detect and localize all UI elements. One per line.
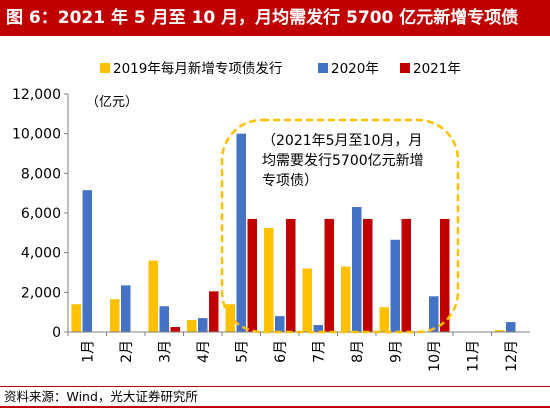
bar bbox=[506, 322, 516, 332]
bar bbox=[495, 330, 505, 332]
bar bbox=[209, 291, 219, 332]
bar bbox=[170, 327, 180, 332]
x-tick-label: 6月 bbox=[273, 340, 289, 363]
bar bbox=[341, 266, 351, 332]
x-tick-label: 4月 bbox=[196, 340, 212, 363]
x-tick-label: 1月 bbox=[80, 340, 96, 363]
bar bbox=[225, 304, 235, 332]
bar bbox=[302, 268, 312, 332]
legend-swatch bbox=[318, 63, 328, 73]
x-tick-label: 3月 bbox=[157, 340, 173, 363]
x-tick-label: 8月 bbox=[350, 340, 366, 363]
x-tick-label: 7月 bbox=[311, 340, 327, 363]
x-tick-label: 12月 bbox=[504, 340, 520, 372]
bar bbox=[324, 218, 334, 332]
bar bbox=[159, 306, 169, 332]
bar bbox=[198, 318, 208, 332]
bottom-rule bbox=[0, 406, 550, 408]
x-tick-label: 11月 bbox=[465, 340, 481, 372]
x-tick-label: 10月 bbox=[427, 340, 443, 372]
chart: 2019年每月新增专项债发行 2020年 2021年 0 2,000 4,000 6,00… bbox=[12, 61, 530, 372]
legend-label: 2020年 bbox=[331, 61, 379, 77]
bar bbox=[247, 218, 257, 332]
callout-line: （2021年5月至10月，月 bbox=[262, 133, 422, 149]
callout-line: 专项债） bbox=[262, 173, 318, 189]
y-tick-label: 4,000 bbox=[21, 246, 61, 262]
bar bbox=[82, 190, 92, 332]
bar bbox=[313, 325, 323, 332]
bar bbox=[379, 307, 389, 332]
x-tick-label: 9月 bbox=[388, 340, 404, 363]
bar bbox=[440, 218, 450, 332]
bar bbox=[264, 227, 274, 332]
bar bbox=[148, 260, 158, 332]
x-axis: 1月 2月 3月 4月 5月 6月 7月 8月 9月 10月 11月 12月 bbox=[67, 331, 530, 372]
bars bbox=[71, 133, 516, 332]
bar bbox=[429, 296, 439, 332]
legend: 2019年每月新增专项债发行 2020年 2021年 bbox=[100, 61, 461, 77]
legend-label: 2019年每月新增专项债发行 bbox=[113, 61, 282, 77]
y-tick-label: 6,000 bbox=[21, 206, 61, 222]
callout-box bbox=[220, 118, 460, 334]
legend-swatch bbox=[100, 63, 110, 73]
bar bbox=[286, 218, 296, 332]
x-tick-label: 5月 bbox=[234, 340, 250, 363]
bar bbox=[390, 239, 400, 332]
legend-label: 2021年 bbox=[413, 61, 461, 77]
y-tick-label: 12,000 bbox=[12, 87, 61, 103]
bar bbox=[352, 207, 362, 332]
legend-swatch bbox=[400, 63, 410, 73]
y-tick-label: 2,000 bbox=[21, 285, 61, 301]
y-tick-label: 10,000 bbox=[12, 127, 61, 143]
y-tick-label: 0 bbox=[52, 325, 61, 341]
bar bbox=[110, 299, 120, 332]
bar bbox=[275, 316, 285, 332]
x-tick-label: 2月 bbox=[119, 340, 135, 363]
bar bbox=[363, 218, 373, 332]
bar bbox=[401, 218, 411, 332]
bar bbox=[236, 133, 246, 332]
source-note: 资料来源：Wind，光大证券研究所 bbox=[0, 386, 550, 408]
bar bbox=[121, 285, 131, 332]
unit-label: （亿元） bbox=[86, 95, 138, 110]
y-axis: 0 2,000 4,000 6,000 8,000 10,000 12,000 bbox=[12, 87, 69, 341]
y-tick-label: 8,000 bbox=[21, 166, 61, 182]
chart-title: 图 6：2021 年 5 月至 10 月，月均需发行 5700 亿元新增专项债 bbox=[0, 0, 550, 36]
bar bbox=[187, 320, 197, 332]
callout-line: 均需要发行5700亿元新增 bbox=[262, 153, 424, 169]
bar bbox=[71, 304, 81, 332]
